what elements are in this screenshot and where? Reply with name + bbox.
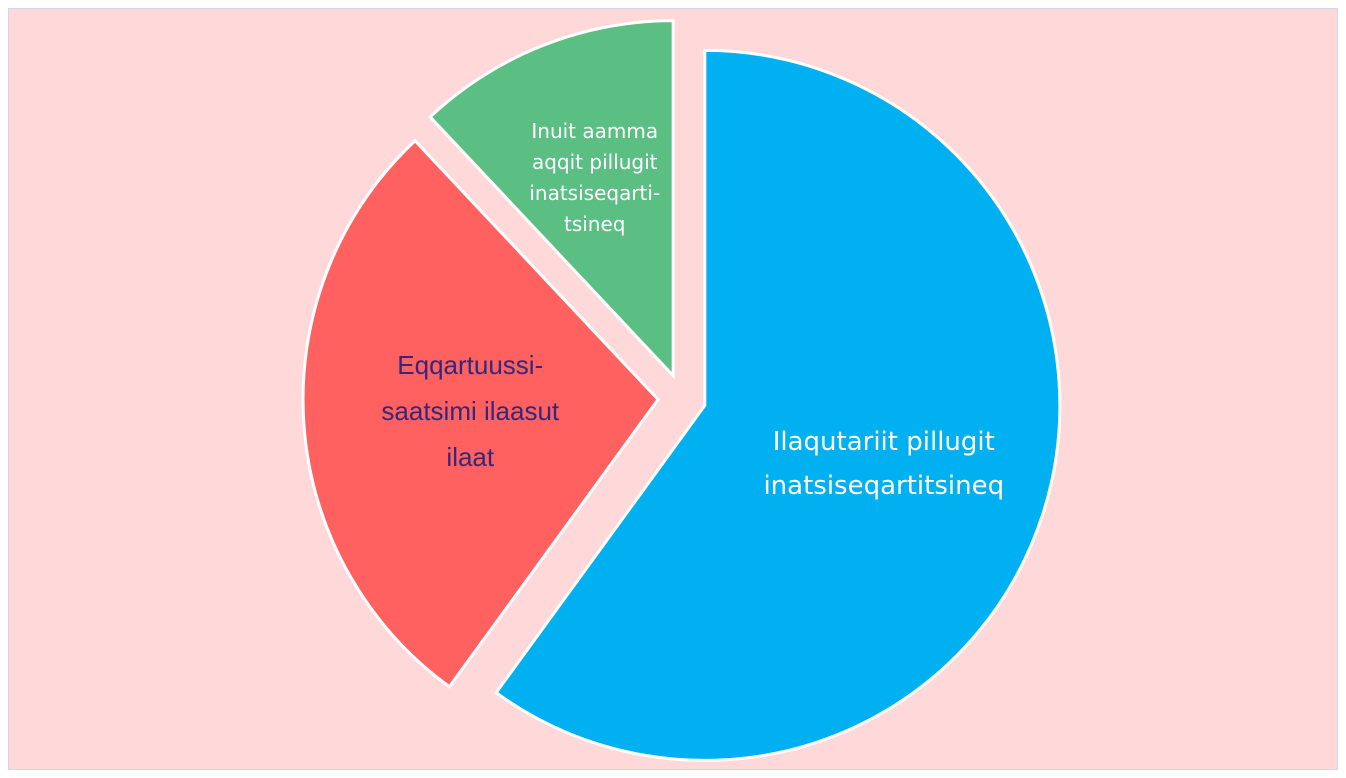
slice-label: Ilaqutariit pillugit inatsiseqartitsineq bbox=[763, 426, 1005, 501]
pie-slice bbox=[494, 48, 1062, 762]
slice-label: Eqqartuussi- saatsimi ilaasut ilaat bbox=[381, 350, 560, 473]
pie-slice bbox=[301, 138, 660, 689]
pie-slice bbox=[428, 19, 675, 380]
slice-label: Inuit aamma aqqit pillugit inatsiseqarti… bbox=[529, 118, 661, 236]
